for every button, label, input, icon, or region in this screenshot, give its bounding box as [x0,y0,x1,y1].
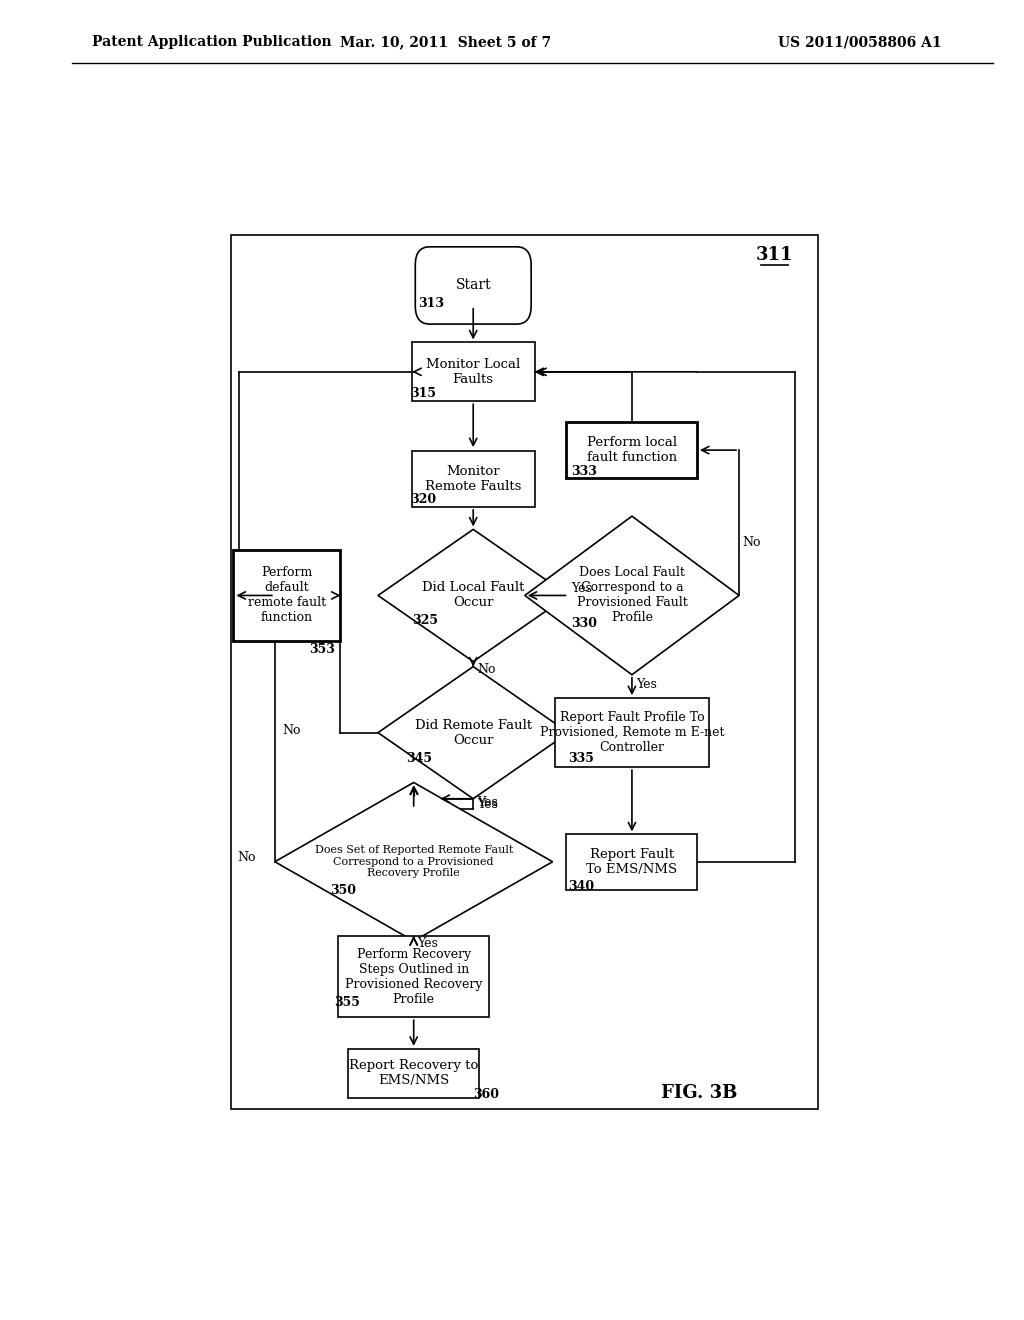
Text: FIG. 3B: FIG. 3B [662,1085,737,1102]
FancyBboxPatch shape [566,422,697,478]
Text: No: No [742,536,761,549]
Text: Perform Recovery
Steps Outlined in
Provisioned Recovery
Profile: Perform Recovery Steps Outlined in Provi… [345,948,482,1006]
Text: Monitor
Remote Faults: Monitor Remote Faults [425,465,521,492]
Text: 335: 335 [568,751,594,764]
Text: 311: 311 [756,246,794,264]
Text: No: No [238,851,256,865]
FancyBboxPatch shape [555,698,710,767]
Text: Yes: Yes [570,582,592,595]
Text: No: No [283,725,301,737]
Text: 333: 333 [570,465,597,478]
Text: Did Local Fault
Occur: Did Local Fault Occur [422,581,524,610]
FancyBboxPatch shape [231,235,818,1109]
Polygon shape [274,783,553,941]
Text: Did Remote Fault
Occur: Did Remote Fault Occur [415,718,531,747]
FancyBboxPatch shape [348,1049,479,1097]
Text: Report Recovery to
EMS/NMS: Report Recovery to EMS/NMS [349,1059,478,1088]
Text: Start: Start [456,279,492,293]
Text: Does Local Fault
Correspond to a
Provisioned Fault
Profile: Does Local Fault Correspond to a Provisi… [577,566,687,624]
Text: 350: 350 [331,883,356,896]
Text: 340: 340 [568,879,595,892]
FancyBboxPatch shape [412,342,535,401]
Polygon shape [524,516,739,675]
Text: 345: 345 [406,751,432,764]
Text: Monitor Local
Faults: Monitor Local Faults [426,358,520,385]
Text: 325: 325 [412,614,438,627]
FancyBboxPatch shape [412,450,535,507]
Text: 315: 315 [410,387,436,400]
Text: Yes: Yes [636,678,656,692]
Text: Perform local
fault function: Perform local fault function [587,436,677,465]
Text: Patent Application Publication: Patent Application Publication [92,36,332,49]
Text: US 2011/0058806 A1: US 2011/0058806 A1 [778,36,942,49]
Text: 355: 355 [334,995,360,1008]
FancyBboxPatch shape [233,549,340,642]
Text: Mar. 10, 2011  Sheet 5 of 7: Mar. 10, 2011 Sheet 5 of 7 [340,36,551,49]
Text: Yes: Yes [477,796,498,809]
FancyBboxPatch shape [338,936,489,1018]
Text: No: No [477,663,496,676]
Text: Report Fault Profile To
Provisioned, Remote m E-net
Controller: Report Fault Profile To Provisioned, Rem… [540,711,724,754]
Text: 353: 353 [309,643,335,656]
Text: Report Fault
To EMS/NMS: Report Fault To EMS/NMS [587,847,678,875]
Text: Does Set of Reported Remote Fault
Correspond to a Provisioned
Recovery Profile: Does Set of Reported Remote Fault Corres… [314,845,513,878]
Text: 320: 320 [410,494,436,507]
Text: 360: 360 [473,1088,500,1101]
Text: 330: 330 [570,618,597,631]
Text: Yes: Yes [418,937,438,949]
Text: 313: 313 [418,297,443,310]
Polygon shape [378,529,568,661]
Text: Yes: Yes [477,799,498,812]
Polygon shape [378,667,568,799]
FancyBboxPatch shape [416,247,531,325]
FancyBboxPatch shape [566,834,697,890]
Text: Perform
default
remote fault
function: Perform default remote fault function [248,566,326,624]
